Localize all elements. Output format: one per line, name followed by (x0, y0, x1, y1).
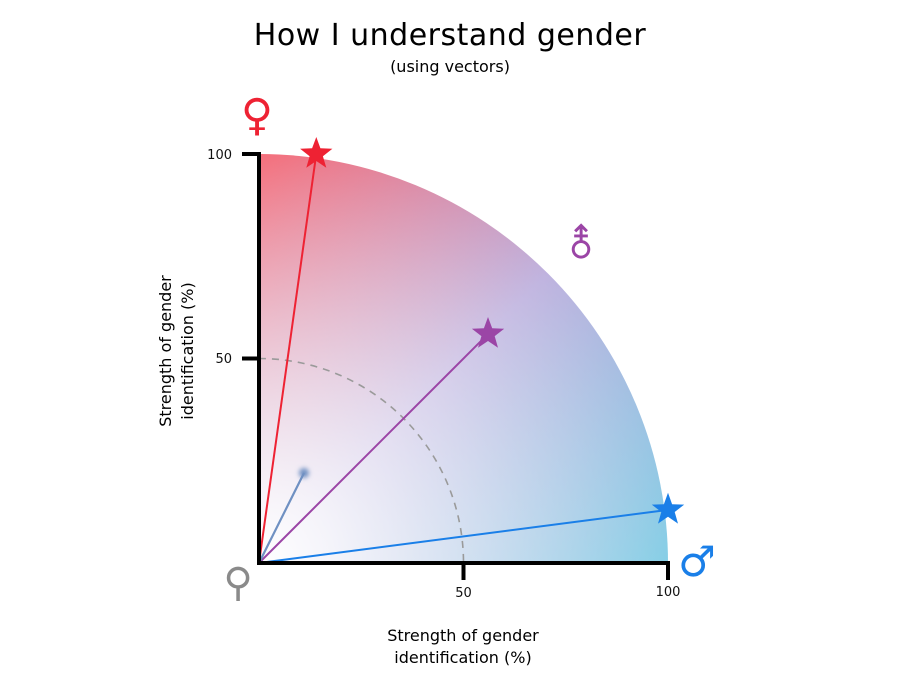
chart-title: How I understand gender (253, 18, 647, 53)
y-tick-label-50: 50 (215, 352, 232, 367)
y-axis-label-line1: Strength of gender (156, 275, 175, 427)
vector-line-3 (258, 472, 305, 564)
vector-line-2 (258, 508, 669, 564)
vector-line-1 (258, 333, 489, 564)
vector-dot-3 (298, 468, 309, 479)
neutral-symbol-icon: ⚲ (223, 560, 252, 606)
vector-line-0 (258, 153, 318, 564)
chart-subtitle: (using vectors) (390, 57, 510, 76)
x-tick-label-50: 50 (455, 586, 472, 601)
androgyne-symbol-icon: ⚨ (564, 222, 598, 268)
vector-star-1 (471, 317, 505, 348)
x-axis-label: Strength of gender identification (%) (313, 625, 613, 669)
female-symbol-icon: ♀ (241, 90, 273, 141)
y-axis-label-line2: identification (%) (178, 282, 197, 420)
y-tick-label-100: 100 (207, 148, 232, 163)
vector-star-0 (300, 137, 333, 168)
x-axis-label-line1: Strength of gender (387, 626, 539, 645)
male-symbol-icon: ♂ (678, 537, 716, 586)
y-axis-label: Strength of gender identification (%) (155, 201, 199, 501)
x-tick-label-100: 100 (656, 585, 681, 600)
vector-star-2 (651, 492, 685, 524)
x-axis-label-line2: identification (%) (394, 648, 532, 667)
vectors-group (258, 137, 685, 564)
